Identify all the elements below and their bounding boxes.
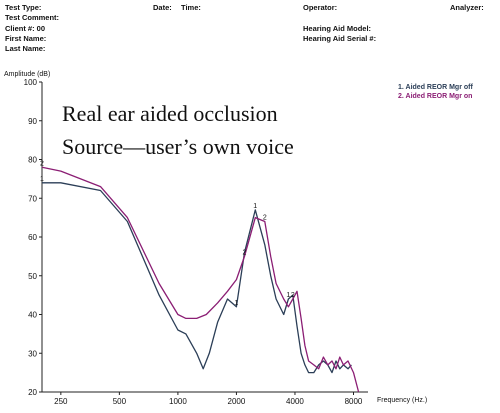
y-tick-label: 30 [28,349,37,358]
y-tick-label: 90 [28,117,37,126]
legend-entry-1: 1. Aided REOR Mgr off [398,84,473,91]
y-axis-label: Amplitude (dB) [4,71,50,78]
header-hearing-aid-model: Hearing Aid Model: [303,24,372,33]
x-tick-label: 1000 [169,397,187,406]
annotation-line-2: Source—user’s own voice [62,134,294,159]
y-tick-label: 100 [24,78,38,87]
chart-axes: 20 30 40 50 60 70 80 90 100 250 500 1000 2000 4000 800… [24,78,368,406]
series-marker-2: 2 [40,160,44,167]
y-tick-label: 60 [28,233,37,242]
header-test-comment: Test Comment: [5,13,60,22]
x-tick-label: 500 [113,397,127,406]
x-axis-label: Frequency (Hz.) [377,397,427,404]
series-marker-2: 2 [291,292,295,299]
series-marker-2: 2 [242,249,246,256]
series-line-1 [42,182,352,374]
x-tick-label: 2000 [228,397,246,406]
x-tick-label: 4000 [286,397,304,406]
series-marker-1: 1 [286,292,290,299]
series-line-2 [41,166,360,393]
series-marker-1: 1 [234,300,238,307]
y-tick-label: 20 [28,388,37,397]
header-last-name: Last Name: [5,44,46,53]
y-tick-label: 50 [28,272,37,281]
series-marker-1: 1 [40,176,44,183]
y-tick-label: 70 [28,194,37,203]
header-test-type: Test Type: [5,3,42,12]
series-marker-2: 2 [263,215,267,222]
x-tick-label: 8000 [345,397,363,406]
legend-entry-2: 2. Aided REOR Mgr on [398,93,472,100]
annotation-line-1: Real ear aided occlusion [62,101,278,126]
y-tick-label: 40 [28,311,37,320]
header-operator: Operator: [303,3,338,12]
header-client: Client #: 00 [5,24,46,33]
header-first-name: First Name: [5,34,47,43]
header-hearing-aid-serial: Hearing Aid Serial #: [303,34,377,43]
header-analyzer: Analyzer: [450,3,484,12]
header-date: Date: [153,3,172,12]
x-tick-label: 250 [54,397,68,406]
y-tick-label: 80 [28,156,37,165]
series-marker-1: 1 [253,203,257,210]
legend: 1. Aided REOR Mgr off 2. Aided REOR Mgr o… [398,84,473,100]
header-time: Time: [181,3,201,12]
